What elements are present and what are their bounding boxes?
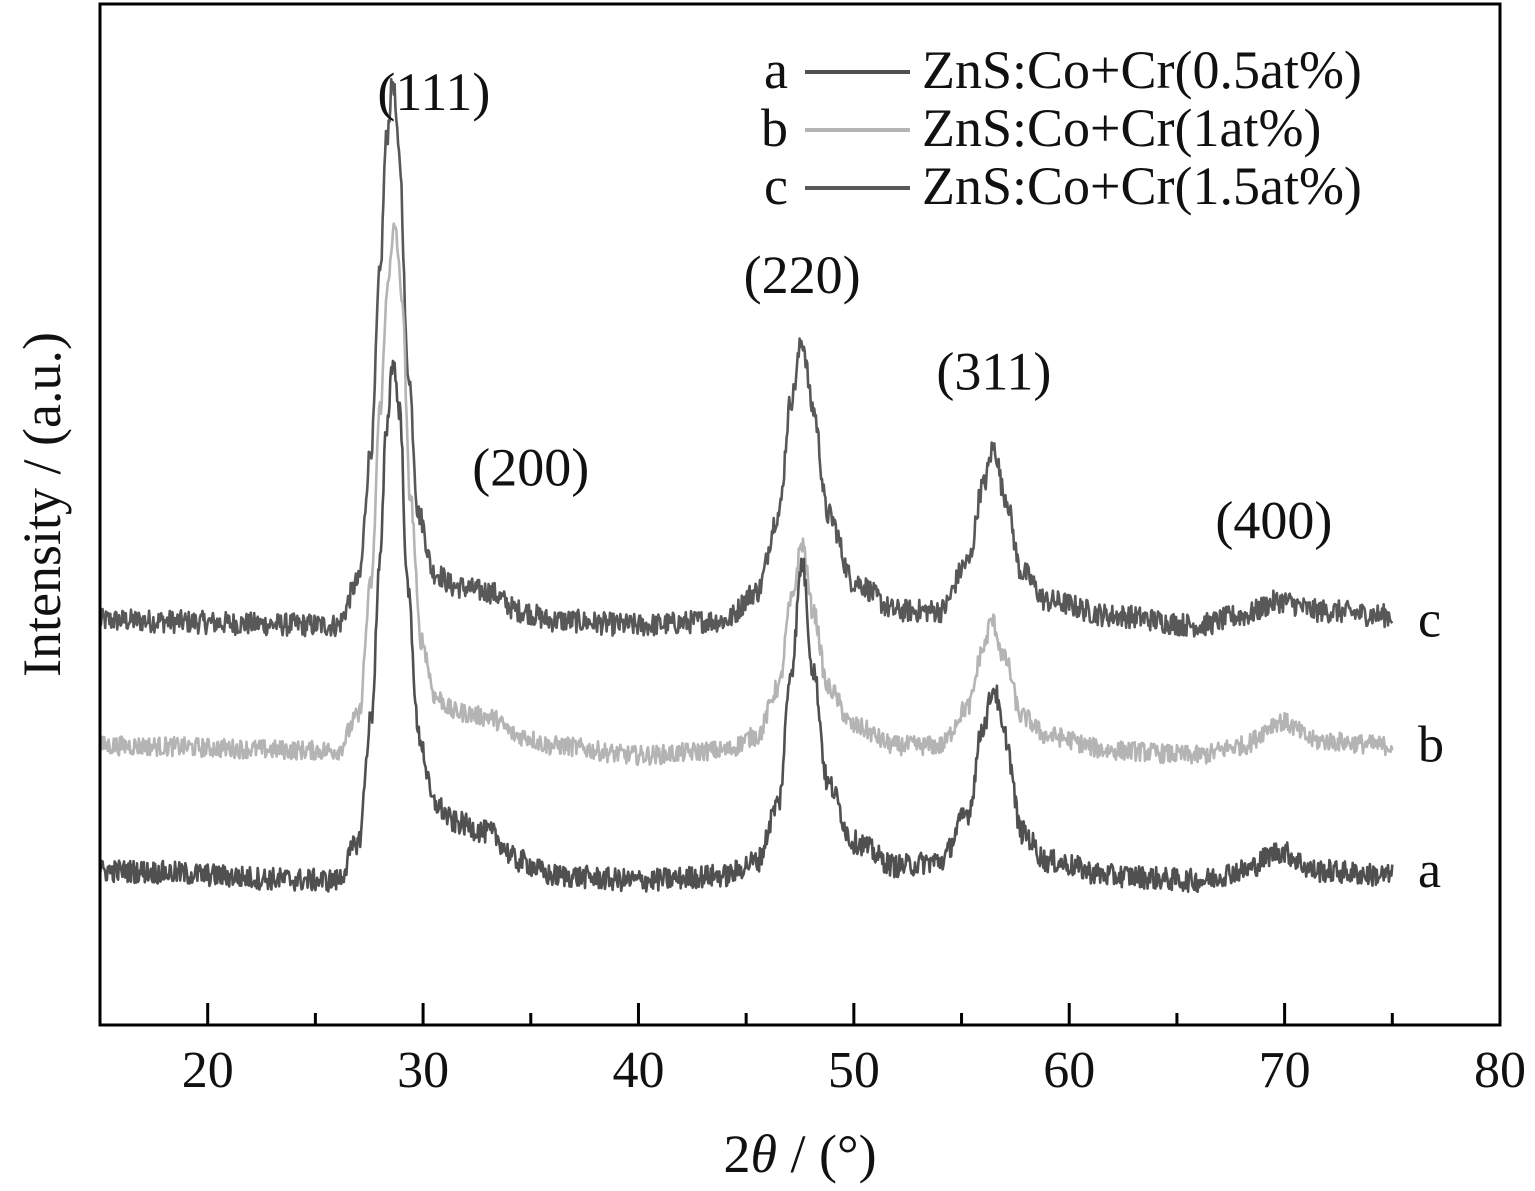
peak-annotations: (111) (200) (220) (311) (400)	[377, 62, 1332, 551]
peak-label: (311)	[936, 341, 1051, 401]
curve-label-b: b	[1418, 717, 1444, 774]
legend-key-c: c	[764, 156, 788, 216]
legend-label-b: ZnS:Co+Cr(1at%)	[922, 98, 1321, 158]
curve-labels: a b c	[1418, 591, 1444, 898]
legend: a ZnS:Co+Cr(0.5at%) b ZnS:Co+Cr(1at%) c ZnS:C…	[761, 40, 1362, 216]
y-axis-title: Intensity / (a.u.)	[12, 332, 72, 677]
x-tick-label: 40	[612, 1042, 664, 1099]
curve-label-a: a	[1418, 842, 1441, 899]
peak-label: (400)	[1215, 491, 1332, 551]
x-axis-title-prefix: 2	[723, 1124, 750, 1184]
legend-label-a: ZnS:Co+Cr(0.5at%)	[922, 40, 1362, 100]
peak-label: (111)	[377, 62, 490, 122]
x-axis-title-suffix: / (°)	[777, 1124, 877, 1184]
x-axis-title: 2θ / (°)	[723, 1124, 876, 1184]
legend-label-c: ZnS:Co+Cr(1.5at%)	[922, 156, 1362, 216]
series-line-c	[98, 77, 1394, 638]
series-curves	[98, 77, 1394, 893]
peak-label: (200)	[472, 438, 589, 498]
x-tick-label: 20	[182, 1042, 234, 1099]
x-tick-label: 60	[1043, 1042, 1095, 1099]
series-line-a	[98, 359, 1394, 893]
x-axis-tick-labels: 20 30 40 50 60 70 80	[182, 1042, 1526, 1099]
series-line-b	[98, 222, 1394, 767]
x-tick-label: 30	[397, 1042, 449, 1099]
legend-key-a: a	[764, 40, 788, 100]
legend-key-b: b	[761, 98, 788, 158]
x-axis-ticks	[206, 1003, 1502, 1025]
peak-label: (220)	[744, 245, 861, 305]
x-tick-label: 70	[1259, 1042, 1311, 1099]
x-tick-label: 50	[828, 1042, 880, 1099]
plot-frame	[98, 2, 1502, 1027]
curve-label-c: c	[1418, 591, 1441, 648]
x-axis-title-symbol: θ	[750, 1124, 777, 1184]
x-tick-label: 80	[1474, 1042, 1526, 1099]
